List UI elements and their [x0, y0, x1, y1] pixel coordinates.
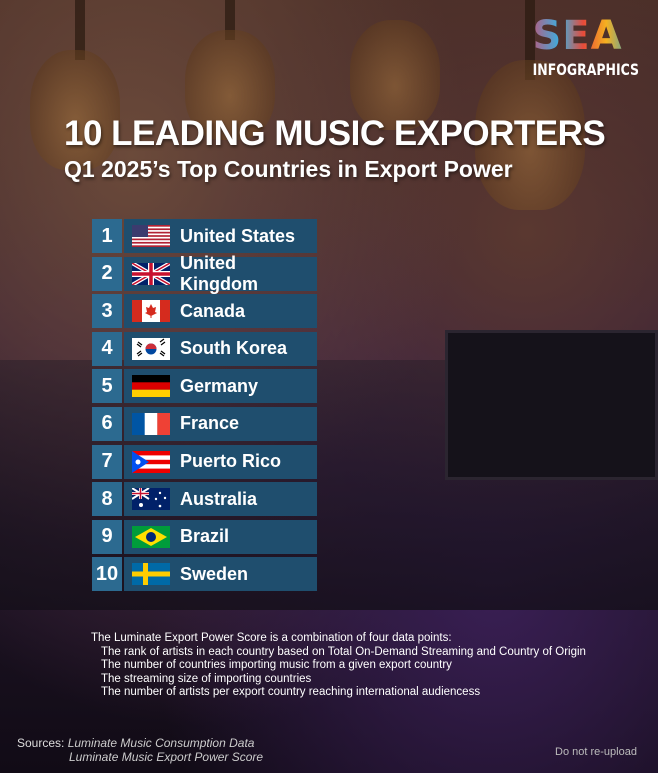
- methodology-notes: The Luminate Export Power Score is a com…: [91, 632, 586, 700]
- flag-au-icon: [132, 488, 170, 511]
- ranking-row: 5 Germany: [92, 369, 317, 404]
- country-name: South Korea: [180, 338, 288, 359]
- ranking-row: 4 South Korea: [92, 331, 317, 366]
- country-cell: Canada: [124, 294, 317, 329]
- flag-fr-icon: [132, 412, 170, 435]
- guitar-neck: [225, 0, 235, 40]
- watermark-text: Do not re-upload: [555, 746, 637, 758]
- notes-point: The number of artists per export country…: [101, 686, 481, 698]
- country-cell: South Korea: [124, 331, 317, 366]
- rank-number: 9: [92, 519, 122, 554]
- monitor: [445, 330, 658, 480]
- ranking-list: 1 United States 2 United Kingdom 3 Canada 4…: [92, 219, 317, 595]
- rank-number: 6: [92, 406, 122, 441]
- source-item: Luminate Music Export Power Score: [69, 750, 264, 764]
- ranking-row: 2 United Kingdom: [92, 253, 317, 294]
- rank-number: 8: [92, 482, 122, 517]
- country-name: Sweden: [180, 563, 249, 584]
- country-name: Canada: [180, 300, 246, 321]
- flag-pr-icon: [132, 450, 170, 473]
- country-cell: Germany: [124, 369, 317, 404]
- ranking-row: 1 United States: [92, 219, 317, 253]
- country-name: France: [180, 413, 240, 434]
- country-cell: Brazil: [124, 519, 317, 554]
- ranking-row: 6 France: [92, 406, 317, 441]
- rank-number: 2: [92, 256, 122, 291]
- guitar-image: [350, 20, 440, 130]
- flag-gb-icon: [132, 262, 170, 285]
- flag-ca-icon: [132, 300, 170, 323]
- flag-de-icon: [132, 375, 170, 398]
- country-name: Germany: [180, 375, 259, 396]
- notes-intro: The Luminate Export Power Score is a com…: [91, 632, 452, 644]
- guitar-neck: [75, 0, 85, 60]
- sources-label: Sources:: [17, 736, 65, 750]
- flag-se-icon: [132, 563, 170, 586]
- sea-infographics-logo: SEA INFOGRAPHICS: [520, 16, 639, 79]
- rank-number: 3: [92, 294, 122, 329]
- flag-us-icon: [132, 225, 170, 247]
- country-name: Australia: [180, 488, 258, 509]
- rank-number: 10: [92, 557, 122, 592]
- country-cell: Australia: [124, 482, 317, 517]
- country-name: United Kingdom: [180, 252, 258, 294]
- ranking-row: 7 Puerto Rico: [92, 444, 317, 479]
- page-title: 10 LEADING MUSIC EXPORTERS: [64, 114, 606, 153]
- logo-infographics: INFOGRAPHICS: [532, 60, 639, 79]
- notes-point: The streaming size of importing countrie…: [101, 672, 312, 685]
- sources: Sources: Luminate Music Consumption Data…: [17, 736, 263, 764]
- country-name: United States: [180, 225, 296, 246]
- source-item: Luminate Music Consumption Data: [67, 736, 255, 750]
- rank-number: 4: [92, 331, 122, 366]
- page-subtitle: Q1 2025’s Top Countries in Export Power: [64, 156, 513, 182]
- notes-point: The rank of artists in each country base…: [101, 645, 586, 658]
- country-cell: United States: [124, 219, 317, 253]
- country-name: Brazil: [180, 526, 230, 547]
- ranking-row: 10 Sweden: [92, 557, 317, 592]
- rank-number: 5: [92, 369, 122, 404]
- guitar-image: [185, 30, 275, 140]
- ranking-row: 9 Brazil: [92, 519, 317, 554]
- flag-kr-icon: [132, 337, 170, 360]
- ranking-row: 8 Australia: [92, 482, 317, 517]
- rank-number: 1: [92, 219, 122, 253]
- flag-br-icon: [132, 525, 170, 548]
- logo-sea: SEA: [520, 16, 635, 56]
- country-cell: Sweden: [124, 557, 317, 592]
- country-name: Puerto Rico: [180, 451, 282, 472]
- notes-point: The number of countries importing music …: [101, 659, 452, 671]
- guitar-image: [475, 60, 585, 210]
- country-cell: France: [124, 406, 317, 441]
- country-cell: Puerto Rico: [124, 444, 317, 479]
- guitar-neck: [525, 0, 535, 80]
- rank-number: 7: [92, 444, 122, 479]
- country-cell: United Kingdom: [124, 253, 317, 294]
- guitar-image: [30, 50, 120, 170]
- ranking-row: 3 Canada: [92, 294, 317, 329]
